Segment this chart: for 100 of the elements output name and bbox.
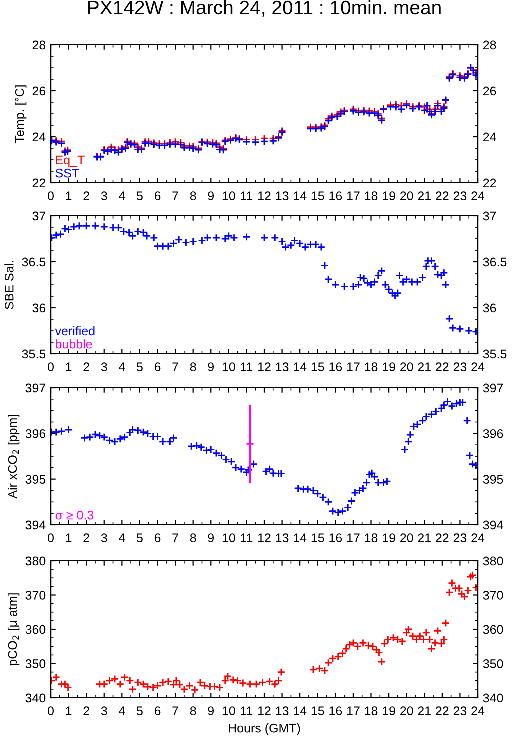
y-tick-label: 37 [32,212,46,221]
y-tick-label: 24 [32,132,46,142]
x-tick-label: 1 [66,534,72,542]
x-tick-label: 6 [154,534,161,543]
x-tick-label: 2 [84,362,90,372]
x-tick-label: 7 [172,362,178,372]
x-tick-label: 19 [383,706,396,716]
x-tick-label: 18 [365,362,378,372]
x-tick-label: 3 [101,706,108,716]
x-tick-label: 21 [418,534,431,542]
chart-title: PX142W : March 24, 2011 : 10min. mean [88,0,441,17]
series-label: Eq_T [56,156,85,168]
x-tick-label: 16 [330,362,342,372]
x-tick-label: 6 [154,706,161,716]
x-tick-label: 22 [436,706,449,716]
x-tick-label: 0 [48,192,54,201]
x-tick-label: 1 [66,706,72,716]
x-axis-title: Hours (GMT) [229,724,300,736]
x-tick-label: 5 [136,534,143,543]
y-tick-label: 380 [26,556,46,566]
x-tick-label: 10 [222,534,236,543]
x-tick-label: 18 [365,706,378,716]
x-tick-label: 9 [208,192,214,201]
y2-tick-label: 394 [483,520,504,530]
x-tick-label: 13 [276,362,289,372]
x-tick-label: 0 [48,534,54,543]
x-tick-label: 15 [312,362,324,372]
y-tick-label: 394 [26,520,46,530]
y-tick-label: 370 [26,591,46,600]
x-tick-label: 24 [472,534,485,542]
y-tick-label: 396 [26,429,46,438]
x-tick-label: 6 [154,362,161,372]
y2-tick-label: 340 [483,694,504,703]
y-tick-label: 360 [26,625,46,634]
x-tick-label: 7 [172,192,178,200]
x-tick-label: 20 [400,534,414,543]
x-tick-label: 2 [84,192,90,200]
x-tick-label: 23 [454,534,467,543]
y-axis-title: Air xCO$_{2}$ [ppm] [8,415,20,499]
x-tick-label: 4 [118,362,126,372]
y2-tick-label: 350 [483,660,504,668]
x-tick-label: 2 [84,534,90,542]
y-tick-label: 350 [26,660,46,668]
x-tick-label: 22 [436,362,449,372]
x-tick-label: 3 [101,534,108,543]
y2-tick-label: 35.5 [483,350,507,359]
x-tick-label: 10 [222,192,236,201]
y2-tick-label: 360 [483,625,504,634]
x-tick-label: 20 [400,706,414,716]
x-tick-label: 11 [241,706,253,716]
x-tick-label: 1 [66,192,72,200]
x-tick-label: 9 [208,706,214,716]
x-tick-label: 3 [101,362,108,372]
series-label: SST [56,168,80,178]
x-tick-label: 24 [472,192,485,200]
x-tick-label: 23 [454,706,467,716]
x-tick-label: 0 [48,362,54,372]
x-tick-label: 17 [347,534,360,542]
x-tick-label: 19 [383,362,396,372]
x-tick-label: 17 [347,706,360,716]
x-tick-label: 24 [472,706,485,716]
x-tick-label: 14 [294,192,307,200]
x-tick-label: 7 [172,706,178,716]
x-tick-label: 1 [66,362,72,372]
x-tick-label: 19 [383,534,396,543]
x-tick-label: 13 [276,534,289,543]
y2-tick-label: 380 [483,556,504,566]
y2-tick-label: 28 [483,40,496,50]
y2-tick-label: 26 [483,86,496,96]
x-tick-label: 5 [136,192,143,201]
x-tick-label: 13 [276,706,289,716]
y-tick-label: 397 [26,384,46,393]
x-tick-label: 18 [365,534,378,543]
x-tick-label: 15 [312,706,324,716]
x-tick-label: 14 [294,362,307,372]
x-tick-label: 11 [241,192,253,200]
x-tick-label: 3 [101,192,108,201]
y2-tick-label: 37 [483,212,496,221]
x-tick-label: 11 [241,534,253,542]
x-tick-label: 21 [418,192,431,200]
text: σ ≥ 0.3 [56,510,94,520]
x-tick-label: 8 [190,192,196,201]
x-tick-label: 5 [136,706,143,716]
y-tick-label: 36.5 [22,258,46,267]
y-tick-label: 26 [32,86,46,96]
y2-tick-label: 395 [483,475,504,484]
x-tick-label: 12 [258,362,271,372]
x-tick-label: 0 [48,706,54,716]
x-tick-label: 14 [294,534,307,542]
x-tick-label: 8 [190,534,196,543]
y-tick-label: 22 [32,178,46,188]
y-tick-label: 28 [32,40,46,50]
x-tick-label: 12 [258,192,271,200]
x-tick-label: 17 [347,362,360,372]
x-tick-label: 8 [190,706,196,716]
x-tick-label: 9 [208,534,214,543]
y2-tick-label: 370 [483,591,504,600]
y-tick-label: 35.5 [22,350,46,359]
legend-label: bubble [56,340,92,349]
y-tick-label: 395 [26,475,46,484]
